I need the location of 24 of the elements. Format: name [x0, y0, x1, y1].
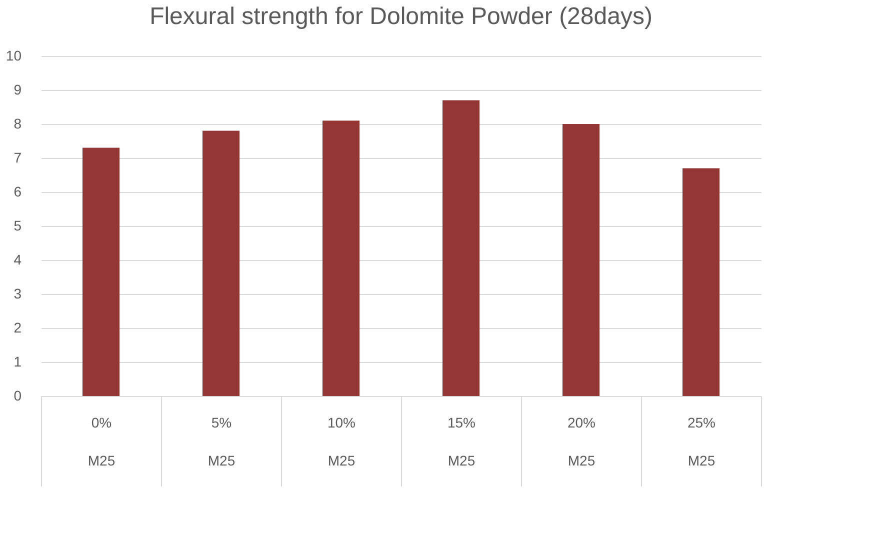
category-label: 5% M25	[208, 414, 236, 468]
y-tick-label: 4	[14, 252, 22, 268]
bar	[202, 130, 240, 396]
bar	[442, 100, 480, 396]
y-tick-label: 5	[14, 218, 22, 234]
y-tick-label: 2	[14, 320, 22, 336]
bar	[322, 120, 360, 396]
category-label: 10% M25	[327, 414, 356, 468]
category-label: 0% M25	[88, 414, 116, 468]
category-label: 20% M25	[567, 414, 596, 468]
y-tick-label: 6	[14, 184, 22, 200]
y-tick-label: 10	[6, 48, 22, 64]
category-label: 15% M25	[447, 414, 476, 468]
bar	[682, 168, 720, 396]
bar	[82, 148, 120, 396]
y-tick-label: 0	[14, 388, 22, 404]
bar	[562, 124, 600, 396]
y-tick-label: 8	[14, 116, 22, 132]
chart-title: Flexural strength for Dolomite Powder (28days)	[150, 3, 652, 30]
y-tick-label: 3	[14, 286, 22, 302]
y-tick-label: 9	[14, 82, 22, 98]
category-label: 25% M25	[687, 414, 716, 468]
y-tick-label: 7	[14, 150, 22, 166]
y-tick-label: 1	[14, 354, 22, 370]
